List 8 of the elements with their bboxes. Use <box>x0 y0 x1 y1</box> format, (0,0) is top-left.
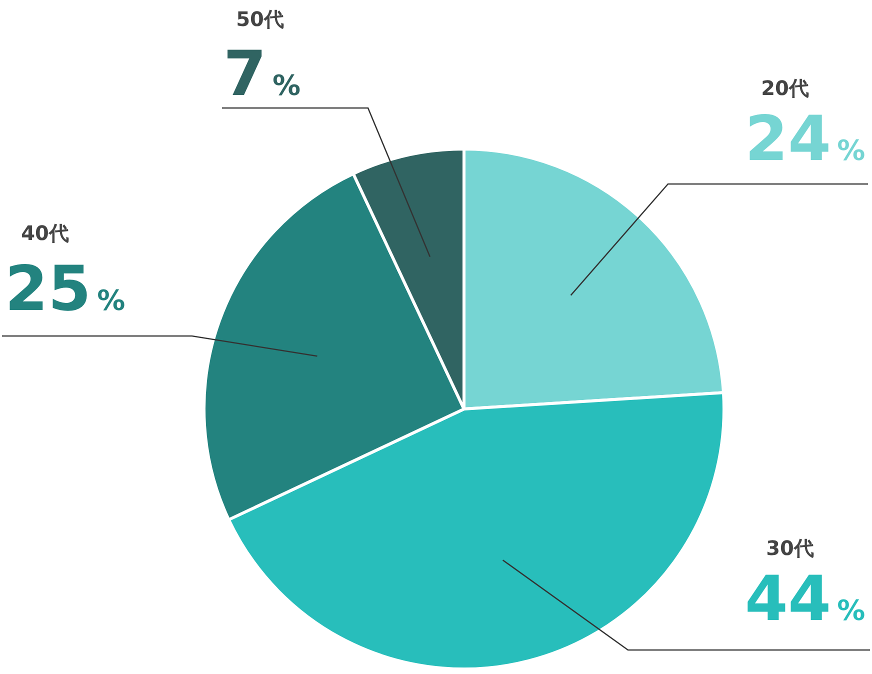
slice-label: 20代 <box>761 76 809 100</box>
slice-label: 40代 <box>21 221 69 245</box>
slice-label: 30代 <box>766 536 814 560</box>
slice-label: 50代 <box>236 7 284 31</box>
data-label: 7% <box>223 37 301 110</box>
data-label: 25% <box>4 252 126 325</box>
data-label: 24% <box>744 102 866 175</box>
data-label: 44% <box>744 562 866 635</box>
